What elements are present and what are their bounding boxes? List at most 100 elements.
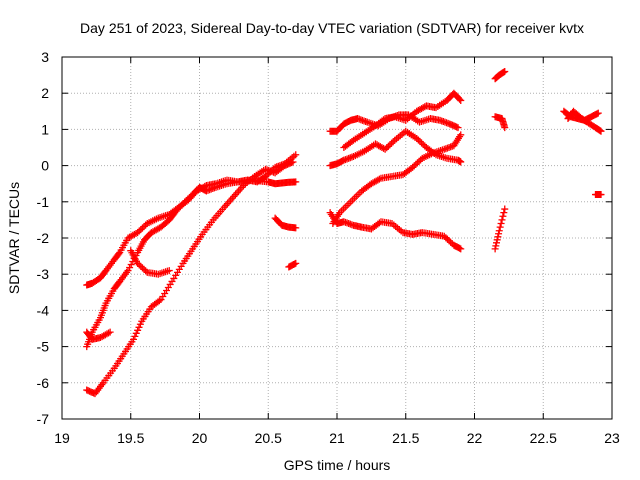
data-point [414,136,422,144]
data-point [501,205,509,213]
data-point [498,216,506,224]
data-point [135,261,143,269]
chart-title: Day 251 of 2023, Sidereal Day-to-day VTE… [80,20,584,36]
data-point [181,198,189,206]
data-point [140,223,148,231]
series-track-c [83,328,114,343]
series-track-k [340,89,465,151]
y-tick-label: -5 [37,339,50,355]
data-point [389,138,397,146]
data-point [292,151,300,159]
data-point [383,144,391,152]
series-track-l [491,67,509,83]
y-tick-label: -6 [37,375,50,391]
data-point [597,127,605,135]
data-point [456,95,464,103]
x-axis-label: GPS time / hours [284,457,391,473]
data-point [457,131,465,139]
data-point [492,242,500,250]
x-tick-label: 21.5 [392,430,419,446]
data-point [388,139,396,147]
data-point [182,197,190,205]
data-point [134,229,142,237]
data-point [419,140,427,148]
series-track-h [329,131,465,228]
data-point [499,212,507,220]
data-point [134,326,142,334]
data-point [179,200,187,208]
data-point [131,332,139,340]
data-point [501,67,509,75]
data-point [375,175,383,183]
data-point [493,239,500,247]
data-point [185,194,193,202]
data-point [132,329,140,337]
data-point [124,267,132,275]
y-tick-label: -4 [37,302,50,318]
y-tick-label: 2 [41,85,49,101]
data-point [165,267,173,275]
data-point [135,323,143,331]
data-point [386,141,394,149]
data-point [494,233,502,241]
series-track-b [83,151,300,351]
series-track-i [326,127,465,170]
data-point [412,160,420,168]
series-track-j [326,111,462,135]
data-point [594,109,602,117]
data-point [289,158,297,166]
data-point [137,262,145,270]
data-point [138,224,146,232]
series-track-m [491,113,509,132]
data-point [138,264,146,272]
series-track-d [83,158,297,398]
series-track-a-tail [264,178,300,188]
y-tick-label: -2 [37,230,50,246]
data-point [597,191,605,199]
data-point [106,328,114,336]
series-track-n [491,205,509,253]
data-point [418,139,426,147]
data-point [130,335,137,343]
data-point [127,261,135,269]
data-point [457,96,465,104]
data-point [442,234,450,242]
x-tick-label: 23 [604,430,620,446]
series-track-f [285,259,300,271]
y-axis-label: SDTVAR / TECUs [6,182,22,294]
data-point [415,157,423,165]
data-point [105,329,113,337]
y-tick-label: -1 [37,194,50,210]
data-point [495,230,503,238]
x-tick-label: 20.5 [255,430,282,446]
data-point [410,162,418,170]
data-point [292,259,300,267]
y-tick-label: 0 [41,158,49,174]
data-point [501,124,509,132]
data-point [115,250,123,258]
data-point [440,232,448,240]
data-point [409,163,417,171]
data-point [126,264,134,272]
data-point [413,159,421,167]
data-point [134,259,142,267]
data-point [155,297,163,305]
y-tick-label: 3 [41,49,49,65]
series-track-p [564,107,605,135]
data-point [457,245,465,253]
data-point [140,265,148,273]
x-tick-label: 22.5 [530,430,557,446]
data-point [495,227,503,235]
data-point [454,124,462,132]
series-track-q [592,191,605,199]
data-point [497,220,505,228]
y-tick-label: -3 [37,266,50,282]
data-point [136,320,144,328]
x-tick-label: 21 [329,430,345,446]
x-tick-label: 22 [467,430,483,446]
data-point [381,145,389,153]
series-track-g [326,209,465,253]
data-point [292,224,300,232]
series-track-b-dip [127,247,173,278]
